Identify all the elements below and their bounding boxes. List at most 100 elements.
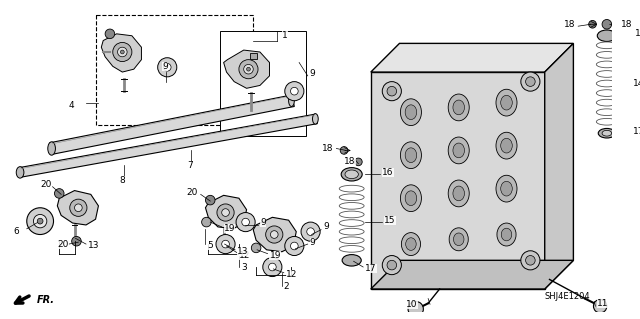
Polygon shape [371, 260, 573, 289]
Ellipse shape [500, 95, 512, 110]
Ellipse shape [453, 100, 465, 115]
Ellipse shape [401, 99, 422, 126]
Text: 18: 18 [564, 20, 575, 29]
Circle shape [301, 222, 320, 241]
Circle shape [72, 236, 81, 246]
Circle shape [285, 236, 304, 256]
Ellipse shape [341, 167, 362, 181]
Circle shape [252, 243, 261, 253]
Circle shape [74, 204, 82, 211]
Circle shape [244, 64, 253, 74]
Circle shape [221, 240, 229, 248]
Circle shape [37, 218, 43, 224]
Ellipse shape [500, 138, 512, 153]
Text: 7: 7 [188, 161, 193, 170]
Circle shape [205, 195, 215, 205]
Polygon shape [19, 114, 317, 177]
Circle shape [291, 242, 298, 250]
Polygon shape [253, 217, 296, 252]
Circle shape [216, 234, 235, 254]
Ellipse shape [500, 181, 512, 196]
Ellipse shape [48, 142, 56, 155]
Ellipse shape [289, 95, 294, 107]
Text: 13: 13 [237, 247, 248, 256]
Circle shape [525, 256, 535, 265]
Ellipse shape [342, 255, 361, 266]
Ellipse shape [597, 30, 616, 41]
Circle shape [263, 257, 282, 277]
Ellipse shape [16, 167, 24, 178]
Text: 1: 1 [282, 31, 287, 40]
Circle shape [269, 263, 276, 271]
Bar [250, 53, 257, 59]
Circle shape [525, 77, 535, 86]
Circle shape [54, 189, 64, 198]
Text: 9: 9 [260, 218, 266, 226]
Circle shape [593, 300, 607, 313]
Text: 14: 14 [633, 79, 640, 88]
Ellipse shape [496, 89, 517, 116]
Circle shape [387, 260, 397, 270]
Ellipse shape [406, 238, 416, 250]
Circle shape [118, 47, 127, 57]
Text: 20: 20 [186, 188, 198, 197]
Polygon shape [101, 34, 141, 72]
Ellipse shape [453, 186, 465, 201]
Ellipse shape [602, 130, 612, 136]
Text: 4: 4 [69, 101, 74, 110]
Text: 5: 5 [207, 241, 213, 250]
Polygon shape [371, 43, 573, 72]
Circle shape [242, 218, 250, 226]
Ellipse shape [598, 129, 616, 138]
Circle shape [113, 42, 132, 62]
Text: 18: 18 [322, 144, 333, 153]
Text: 17: 17 [633, 127, 640, 136]
Circle shape [120, 50, 124, 54]
Ellipse shape [345, 170, 358, 179]
Ellipse shape [448, 137, 469, 164]
Ellipse shape [405, 148, 417, 163]
Text: 18: 18 [344, 157, 356, 167]
Circle shape [105, 29, 115, 39]
Circle shape [70, 199, 87, 216]
Text: 15: 15 [384, 216, 396, 225]
Text: 13: 13 [88, 241, 99, 250]
Circle shape [33, 214, 47, 228]
Text: 9: 9 [310, 70, 316, 78]
Circle shape [285, 82, 304, 101]
Bar [95, 15, 253, 125]
Ellipse shape [448, 180, 469, 207]
Bar [220, 31, 306, 136]
Text: 16: 16 [634, 29, 640, 38]
Ellipse shape [496, 132, 517, 159]
Ellipse shape [448, 94, 469, 121]
Circle shape [307, 228, 314, 235]
Text: 9: 9 [310, 238, 316, 247]
Circle shape [602, 19, 612, 29]
Text: 12: 12 [285, 270, 297, 279]
Circle shape [202, 217, 211, 227]
Circle shape [382, 82, 401, 101]
Circle shape [236, 212, 255, 232]
Text: 9: 9 [163, 62, 168, 71]
Ellipse shape [401, 142, 422, 168]
Circle shape [355, 158, 362, 166]
Ellipse shape [449, 228, 468, 251]
Text: SHJ4E1204: SHJ4E1204 [545, 293, 590, 301]
Text: 19: 19 [223, 224, 235, 233]
Ellipse shape [312, 114, 318, 124]
Text: 3: 3 [241, 263, 246, 271]
Ellipse shape [405, 191, 417, 205]
Circle shape [271, 231, 278, 238]
Text: 10: 10 [406, 300, 418, 309]
Polygon shape [50, 95, 294, 154]
Circle shape [589, 20, 596, 28]
Text: 18: 18 [621, 20, 633, 29]
Polygon shape [545, 43, 573, 289]
Circle shape [408, 301, 423, 317]
Polygon shape [205, 195, 246, 229]
Text: 11: 11 [597, 299, 609, 308]
Polygon shape [58, 190, 99, 225]
Text: 17: 17 [365, 264, 376, 273]
Ellipse shape [453, 143, 465, 158]
